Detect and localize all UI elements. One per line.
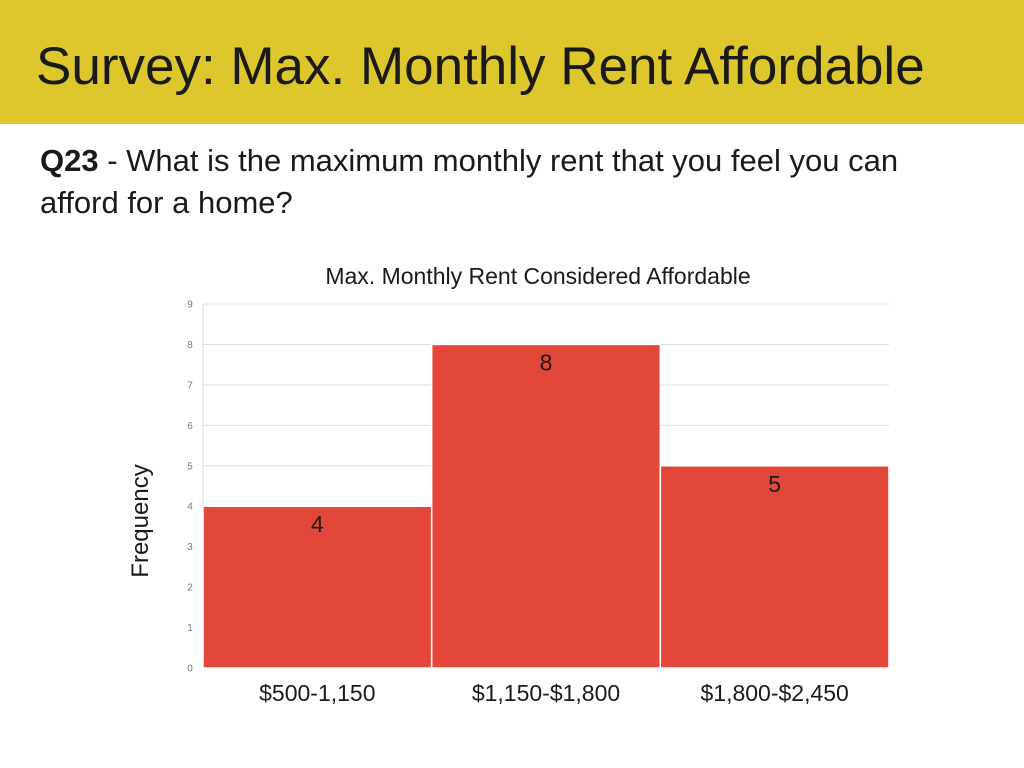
data-label: 8 [540, 349, 553, 375]
y-tick-label: 3 [187, 542, 193, 553]
y-tick-label: 2 [187, 583, 193, 594]
y-tick-label: 9 [187, 300, 193, 311]
question-number: Q23 [40, 143, 99, 178]
category-label: $1,150-$1,800 [472, 680, 620, 706]
bar [659, 465, 890, 669]
y-tick-label: 7 [187, 380, 193, 391]
slide-title: Survey: Max. Monthly Rent Affordable [36, 37, 925, 96]
y-tick-label: 0 [187, 664, 193, 675]
y-tick-label: 8 [187, 340, 193, 351]
y-tick-label: 5 [187, 461, 193, 472]
category-label: $500-1,150 [259, 680, 375, 706]
category-label: $1,800-$2,450 [700, 680, 848, 706]
question-separator: - [98, 143, 127, 178]
bars [202, 343, 890, 669]
y-axis-title: Frequency [127, 464, 154, 577]
chart-title: Max. Monthly Rent Considered Affordable [325, 263, 750, 289]
title-bar: Survey: Max. Monthly Rent Affordable [0, 0, 1024, 124]
bar [430, 343, 662, 669]
data-label: 4 [311, 511, 324, 537]
y-tick-labels: 0 1 2 3 4 5 6 7 8 9 [187, 300, 193, 675]
question-body: What is the maximum monthly rent that yo… [40, 143, 899, 220]
bar [202, 505, 433, 669]
y-tick-label: 6 [187, 421, 193, 432]
data-labels: 4 8 5 [311, 349, 781, 537]
question-text: Q23 - What is the maximum monthly rent t… [40, 140, 970, 224]
y-tick-label: 4 [187, 502, 193, 513]
category-labels: $500-1,150 $1,150-$1,800 $1,800-$2,450 [259, 680, 849, 706]
y-tick-label: 1 [187, 623, 193, 634]
data-label: 5 [768, 471, 781, 497]
